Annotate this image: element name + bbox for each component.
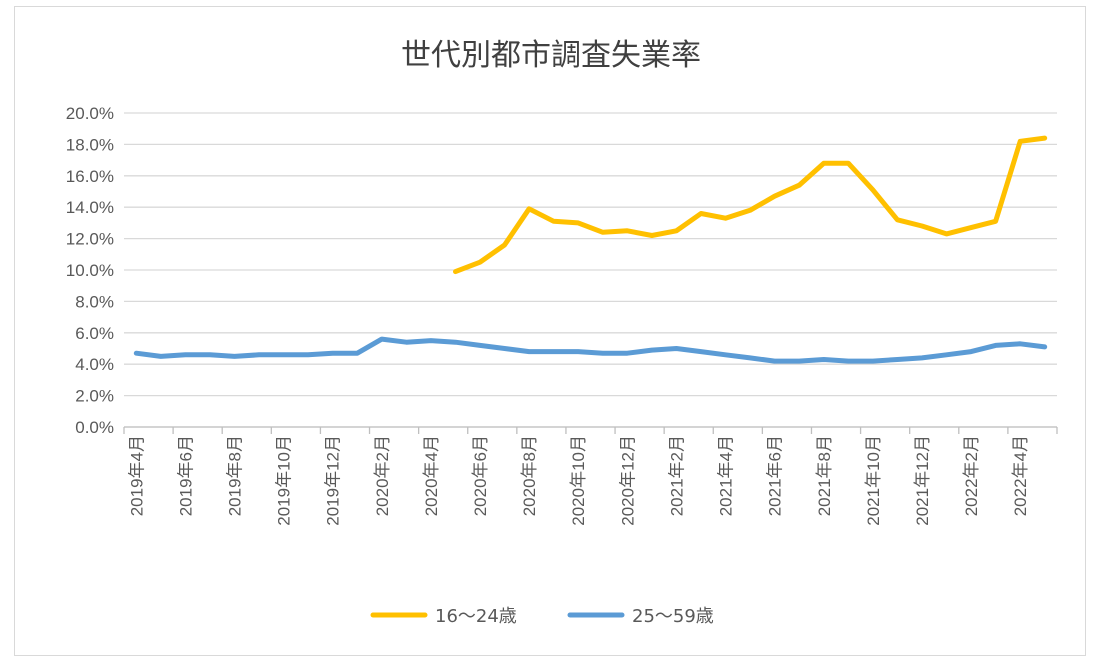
y-tick-label: 6.0% [75,324,114,343]
series-line-1 [453,135,1048,275]
chart-frame: 世代別都市調査失業率 0.0% 2.0% 4.0% 6.0% 8.0% 10.0% 12.0… [14,6,1086,656]
x-tick-label: 2021年12月 [913,435,932,526]
y-tick-label: 18.0% [66,135,114,154]
legend-label: 16～24歳 [435,606,517,627]
y-tick-label: 10.0% [66,261,114,280]
y-axis: 0.0% 2.0% 4.0% 6.0% 8.0% 10.0% 12.0% 14.0% 16.0%… [66,104,114,437]
series-lines [133,135,1048,364]
y-tick-label: 12.0% [66,230,114,249]
x-tick-label: 2020年6月 [471,435,490,516]
gridlines [124,112,1057,428]
x-tick-label: 2020年4月 [422,435,441,516]
y-tick-label: 8.0% [75,292,114,311]
y-tick-label: 20.0% [66,104,114,123]
y-tick-label: 0.0% [75,418,114,437]
x-tick-label: 2020年8月 [520,435,539,516]
x-tick-label: 2022年2月 [962,435,981,516]
x-tick-label: 2021年4月 [717,435,736,516]
x-tick-label: 2020年10月 [569,435,588,526]
x-tick-label: 2019年4月 [127,435,146,516]
x-tick-label: 2020年2月 [373,435,392,516]
x-tick-label: 2019年10月 [275,435,294,526]
chart-title: 世代別都市調査失業率 [401,38,701,73]
line-chart: 世代別都市調査失業率 0.0% 2.0% 4.0% 6.0% 8.0% 10.0% 12.0… [66,38,1058,627]
x-axis: 2019年4月 2019年6月 2019年8月 2019年10月 2019年12月 202… [123,426,1058,526]
x-tick-label: 2019年8月 [225,435,244,516]
x-tick-label: 2021年8月 [815,435,834,516]
x-tick-label: 2021年10月 [864,435,883,526]
y-tick-label: 4.0% [75,355,114,374]
legend[interactable]: 16～24歳 25～59歳 [370,606,714,627]
y-tick-label: 14.0% [66,198,114,217]
y-tick-label: 16.0% [66,167,114,186]
x-tick-label: 2021年2月 [667,435,686,516]
x-tick-label: 2019年6月 [176,435,195,516]
series-line-2 [133,336,1048,364]
x-tick-label: 2020年12月 [618,435,637,526]
x-tick-label: 2022年4月 [1011,435,1030,516]
x-tick-label: 2019年12月 [324,435,343,526]
x-tick-label: 2021年6月 [766,435,785,516]
y-tick-label: 2.0% [75,387,114,406]
legend-label: 25～59歳 [632,606,714,627]
